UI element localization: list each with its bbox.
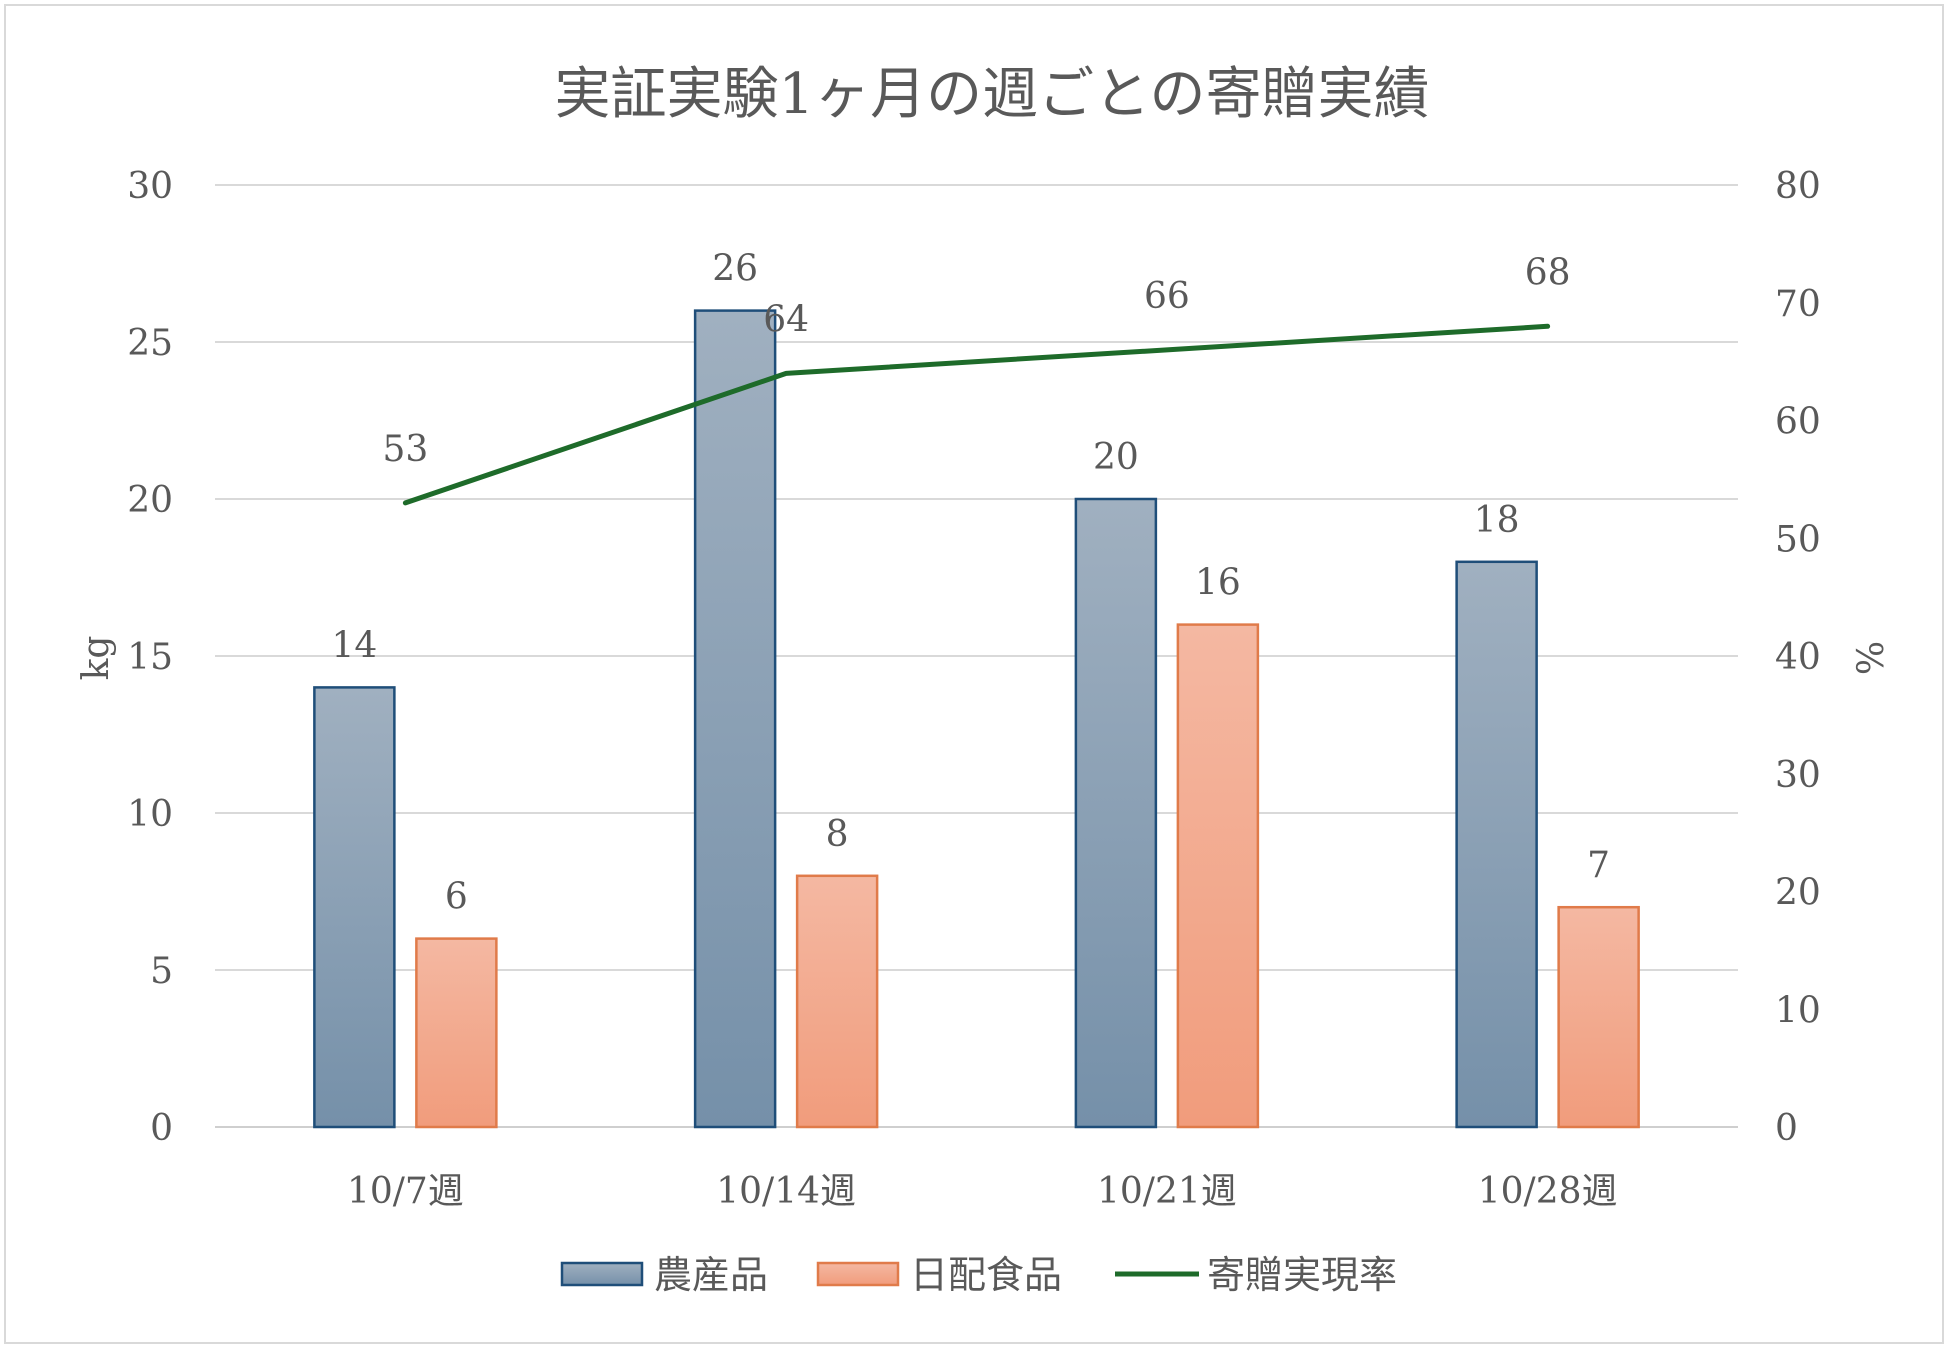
- left-tick-label: 0: [150, 1108, 173, 1149]
- bar-daily-food: [795, 874, 879, 1129]
- bar-produce: [1455, 560, 1538, 1129]
- bar-data-label: 8: [826, 814, 849, 855]
- bar-produce: [313, 686, 396, 1129]
- bar-produce: [1074, 497, 1158, 1129]
- rate-line-path: [402, 323, 1551, 506]
- category-label: 10/7週: [347, 1171, 464, 1212]
- legend-label: 日配食品: [910, 1253, 1062, 1297]
- chart-title: 実証実験1ヶ月の週ごとの寄贈実績: [554, 62, 1429, 127]
- left-axis-ticks: 0 5 10 15 20 25 30: [127, 166, 173, 1149]
- category-axis-labels: 10/7週 10/14週 10/21週 10/28週: [347, 1171, 1618, 1212]
- bar-data-label: 14: [331, 625, 377, 666]
- line-data-label: 66: [1144, 276, 1190, 317]
- left-axis-title: kg: [76, 636, 117, 681]
- bar-daily-food: [1557, 905, 1640, 1129]
- data-labels: 14 6 26 8 20 16 18 7 53 64 66 68: [331, 249, 1610, 918]
- right-tick-label: 80: [1775, 166, 1821, 207]
- bars: [313, 309, 1640, 1129]
- line-data-label: 68: [1525, 252, 1571, 293]
- bar-daily-food: [1176, 623, 1260, 1129]
- category-label: 10/28週: [1478, 1171, 1618, 1212]
- left-tick-label: 10: [127, 794, 173, 835]
- left-tick-label: 5: [150, 951, 173, 992]
- left-tick-label: 20: [127, 480, 173, 521]
- rate-line: [402, 323, 1551, 506]
- legend-label: 寄贈実現率: [1207, 1253, 1397, 1297]
- right-axis-title: %: [1847, 641, 1888, 675]
- right-tick-label: 60: [1775, 402, 1821, 443]
- line-data-label: 64: [763, 299, 809, 340]
- right-tick-label: 20: [1775, 873, 1821, 914]
- bar-data-label: 6: [445, 877, 468, 918]
- bar-data-label: 26: [712, 249, 758, 290]
- bar-data-label: 16: [1195, 563, 1241, 604]
- category-label: 10/21週: [1097, 1171, 1237, 1212]
- bar-produce: [693, 309, 777, 1129]
- bar-data-label: 7: [1587, 845, 1610, 886]
- legend-swatch-daily-food: [816, 1261, 900, 1287]
- left-tick-label: 30: [127, 166, 173, 207]
- category-label: 10/14週: [716, 1171, 856, 1212]
- legend-swatch-produce: [560, 1261, 644, 1287]
- right-tick-label: 30: [1775, 755, 1821, 796]
- left-tick-label: 15: [127, 637, 173, 678]
- legend: 農産品 日配食品 寄贈実現率: [560, 1253, 1397, 1297]
- right-tick-label: 10: [1775, 990, 1821, 1031]
- right-axis-ticks: 0 10 20 30 40 50 60 70 80: [1775, 166, 1821, 1149]
- right-tick-label: 50: [1775, 519, 1821, 560]
- left-tick-label: 25: [127, 323, 173, 364]
- right-tick-label: 40: [1775, 637, 1821, 678]
- bar-data-label: 18: [1474, 500, 1520, 541]
- legend-label: 農産品: [654, 1253, 768, 1297]
- line-data-label: 53: [382, 429, 428, 470]
- right-tick-label: 0: [1775, 1108, 1798, 1149]
- bar-data-label: 20: [1093, 437, 1139, 478]
- right-tick-label: 70: [1775, 284, 1821, 325]
- bar-daily-food: [415, 937, 498, 1129]
